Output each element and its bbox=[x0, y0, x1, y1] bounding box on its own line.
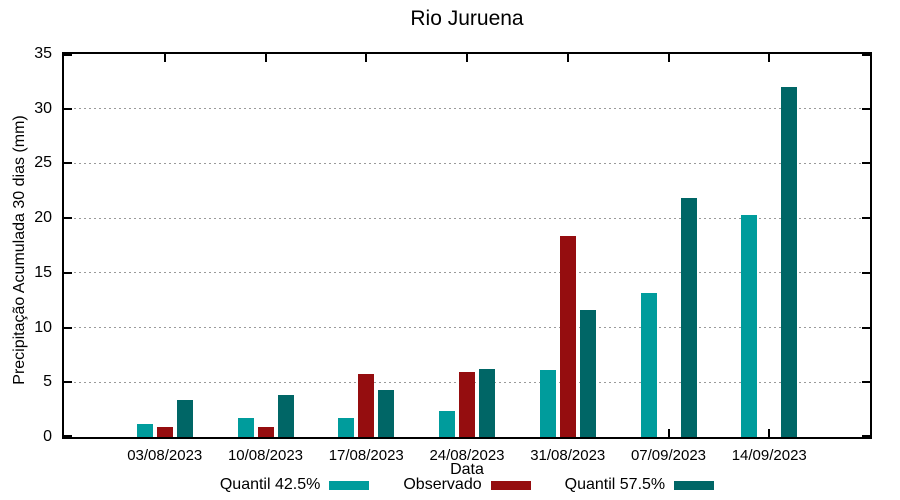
bar bbox=[539, 370, 556, 437]
legend-item: Observado bbox=[403, 476, 531, 494]
y-tick-label: 0 bbox=[43, 428, 52, 445]
bar bbox=[257, 427, 274, 437]
y-tick-right bbox=[862, 107, 870, 110]
y-tick-label: 15 bbox=[34, 263, 52, 281]
x-tick-top bbox=[163, 54, 166, 62]
bar bbox=[439, 410, 455, 437]
bar bbox=[559, 235, 576, 437]
legend-swatch bbox=[490, 480, 531, 490]
y-tick-right bbox=[862, 381, 870, 384]
x-axis-label: Data bbox=[450, 461, 484, 478]
y-tick-left bbox=[64, 271, 72, 274]
x-tick-label: 10/08/2023 bbox=[227, 447, 304, 464]
x-tick-bottom bbox=[768, 429, 771, 437]
y-tick-label: 35 bbox=[34, 45, 52, 62]
y-tick-label: 20 bbox=[34, 209, 52, 227]
y-tick-right bbox=[862, 326, 870, 329]
y-tick-left bbox=[64, 435, 72, 437]
chart-title: Rio Juruena bbox=[410, 7, 524, 30]
bar bbox=[479, 369, 495, 437]
y-tick-left bbox=[64, 107, 72, 110]
x-tick-top bbox=[667, 54, 670, 62]
y-tick-right bbox=[862, 162, 870, 165]
gridline-y-25 bbox=[64, 162, 870, 164]
legend-swatch bbox=[329, 480, 370, 490]
y-tick-right bbox=[862, 217, 870, 220]
x-tick-top bbox=[768, 54, 771, 62]
y-tick-label: 25 bbox=[34, 154, 52, 172]
bar bbox=[781, 86, 798, 437]
legend-label: Quantil 42.5% bbox=[219, 476, 321, 493]
legend-label: Observado bbox=[403, 476, 482, 493]
y-tick-right bbox=[862, 54, 870, 56]
legend-item: Quantil 42.5% bbox=[220, 476, 370, 494]
bar bbox=[176, 399, 193, 437]
bar bbox=[277, 395, 294, 437]
x-tick-label: 24/08/2023 bbox=[429, 447, 505, 464]
bar bbox=[579, 310, 596, 437]
y-tick-label: 10 bbox=[34, 318, 52, 336]
y-tick-left bbox=[64, 326, 72, 329]
gridline-y-10 bbox=[64, 327, 870, 329]
bar bbox=[237, 418, 254, 437]
x-tick-label: 17/08/2023 bbox=[328, 447, 404, 464]
legend-swatch bbox=[674, 480, 715, 490]
bar bbox=[136, 423, 153, 437]
bar bbox=[378, 389, 395, 437]
y-tick-left bbox=[64, 217, 72, 220]
y-tick-label: 5 bbox=[43, 373, 52, 391]
y-tick-label: 30 bbox=[34, 99, 52, 117]
y-tick-right bbox=[862, 271, 870, 274]
legend-label: Quantil 57.5% bbox=[564, 476, 666, 493]
bar bbox=[156, 427, 173, 437]
gridline-y-20 bbox=[64, 217, 870, 219]
y-tick-left bbox=[64, 162, 72, 165]
bar bbox=[640, 292, 657, 437]
bar bbox=[459, 372, 475, 437]
x-tick-top bbox=[264, 54, 267, 62]
bar bbox=[358, 373, 375, 437]
x-tick-bottom bbox=[667, 429, 670, 437]
legend-item: Quantil 57.5% bbox=[565, 476, 715, 494]
bar bbox=[741, 214, 758, 437]
plot-area bbox=[62, 52, 872, 439]
x-tick-label: 07/09/2023 bbox=[630, 447, 707, 464]
bar bbox=[338, 418, 355, 437]
x-tick-top bbox=[365, 54, 368, 62]
y-tick-left bbox=[64, 54, 72, 56]
x-tick-label: 31/08/2023 bbox=[530, 447, 606, 464]
x-tick-top bbox=[566, 54, 569, 62]
x-tick-label: 14/09/2023 bbox=[731, 447, 807, 464]
y-tick-left bbox=[64, 381, 72, 384]
gridline-y-30 bbox=[64, 108, 870, 110]
y-tick-right bbox=[862, 435, 870, 437]
x-tick-top bbox=[466, 54, 468, 62]
x-tick-label: 03/08/2023 bbox=[127, 447, 203, 464]
gridline-y-15 bbox=[64, 272, 870, 274]
legend: Quantil 42.5% Observado Quantil 57.5% bbox=[62, 476, 872, 494]
bar bbox=[680, 198, 697, 437]
